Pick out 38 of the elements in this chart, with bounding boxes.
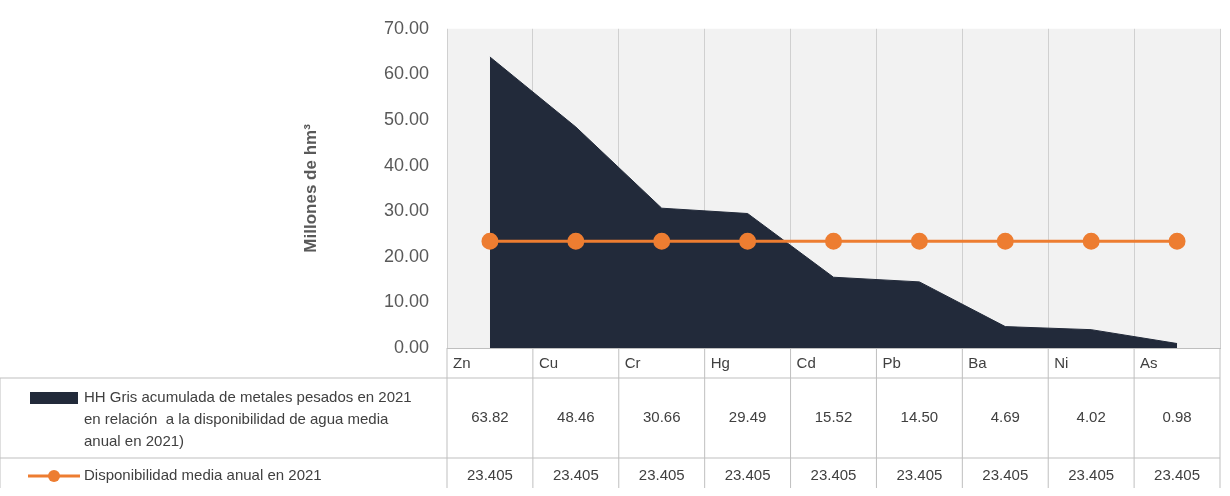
- data-label: 4.02: [1076, 408, 1106, 426]
- legend-label: HH Gris acumulada de metales pesados en 2021 en relación a la disponibilidad de agua media anual en 2021): [84, 388, 412, 450]
- data-label: 4.69: [990, 408, 1020, 426]
- y-tick-label: 0.00: [393, 336, 429, 357]
- x-tick-label: Ni: [1054, 354, 1069, 372]
- x-tick-label: Pb: [882, 354, 901, 372]
- data-label: 15.52: [814, 408, 853, 426]
- y-tick-label: 70.00: [383, 17, 429, 38]
- y-tick-label: 60.00: [383, 63, 429, 84]
- y-axis-title: Millones de hm³: [300, 123, 320, 253]
- x-tick-label: Hg: [710, 354, 730, 372]
- y-tick-label: 50.00: [383, 108, 429, 129]
- y-tick-label: 40.00: [383, 154, 429, 175]
- y-tick-label: 20.00: [383, 245, 429, 266]
- x-tick-label: Cu: [538, 354, 559, 372]
- data-label: 23.405: [1068, 466, 1115, 484]
- data-label: 23.405: [810, 466, 857, 484]
- data-label: 30.66: [642, 408, 681, 426]
- data-label: 14.50: [900, 408, 939, 426]
- data-label: 48.46: [557, 408, 595, 426]
- x-tick-label: Cd: [796, 354, 816, 372]
- data-label: 23.405: [467, 466, 513, 484]
- y-tick-label: 30.00: [383, 200, 429, 221]
- data-label: 63.82: [471, 408, 509, 426]
- x-tick-label: As: [1140, 354, 1158, 372]
- x-tick-label: Ba: [968, 354, 988, 372]
- x-tick-label: Zn: [453, 354, 471, 372]
- data-label: 29.49: [728, 408, 767, 426]
- data-label: 23.405: [724, 466, 771, 484]
- y-tick-label: 10.00: [383, 291, 429, 312]
- data-label: 23.405: [982, 466, 1029, 484]
- data-label: 23.405: [896, 466, 943, 484]
- data-label: 23.405: [552, 466, 599, 484]
- data-label: 23.405: [1154, 466, 1200, 484]
- x-tick-label: Cr: [624, 354, 641, 372]
- data-label: 0.98: [1162, 408, 1192, 426]
- data-label: 23.405: [638, 466, 685, 484]
- legend-label: Disponibilidad media anual en 2021: [84, 466, 322, 484]
